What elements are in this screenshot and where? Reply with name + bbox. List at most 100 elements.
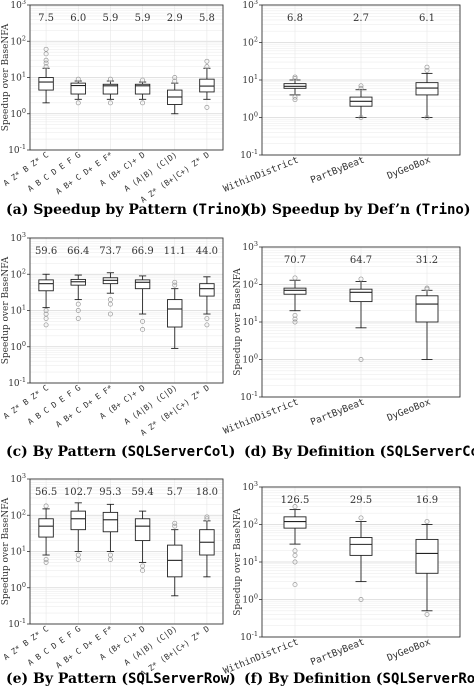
x-tick-label: WithinDistrict: [222, 397, 300, 437]
y-tick-label: 101: [10, 304, 26, 317]
box-2: [415, 519, 439, 617]
caption-engine: SQLServerRow: [128, 671, 230, 687]
box-iqr: [102, 83, 119, 95]
x-tick-label: WithinDistrict: [222, 155, 300, 195]
y-tick-label: 101: [242, 73, 258, 86]
caption-close: ): [228, 444, 236, 460]
y-tick-label: 102: [10, 267, 26, 280]
outlier-point: [204, 316, 210, 321]
median-annotation: 6.8: [287, 13, 303, 24]
box-iqr: [134, 83, 151, 95]
box-3: [134, 275, 151, 332]
caption-engine: SQLServerCol: [127, 444, 229, 460]
outlier-point: [358, 515, 364, 521]
caption-5: (f) By Definition (SQLServerRow): [244, 671, 474, 687]
caption-label: (a) Speedup by Pattern (: [6, 202, 199, 218]
outlier-point: [204, 64, 210, 70]
caption-4: (e) By Pattern (SQLServerRow): [6, 671, 236, 687]
outlier-point: [107, 76, 113, 82]
caption-engine: Trino: [198, 202, 241, 218]
y-axis-label: Speedup over BaseNFA: [1, 23, 11, 131]
outlier-point: [43, 503, 49, 509]
box-iqr: [349, 288, 373, 303]
outlier-point: [424, 115, 430, 120]
y-tick-label: 100: [10, 107, 26, 120]
median-annotation: 5.8: [199, 13, 215, 24]
y-tick-label: 102: [10, 508, 26, 521]
outlier-point: [204, 322, 210, 328]
box-0: [283, 275, 307, 325]
y-tick-label: 101: [242, 315, 258, 328]
y-tick-label: 101: [242, 555, 258, 568]
box-2: [102, 76, 119, 106]
outlier-point: [424, 519, 430, 524]
box-iqr: [167, 544, 183, 578]
y-tick-label: 100: [10, 581, 26, 594]
caption-close: ): [229, 671, 236, 687]
outlier-point: [43, 60, 49, 66]
outlier-point: [75, 301, 81, 307]
y-tick-label: 102: [10, 34, 26, 47]
median-annotation: 5.7: [167, 487, 183, 498]
outlier-point: [43, 57, 49, 63]
y-tick-label: 103: [10, 0, 26, 11]
outlier-point: [358, 357, 364, 362]
x-tick-label: A B+ C D+ E F*: [54, 150, 115, 196]
median-annotation: 73.7: [99, 246, 121, 257]
outlier-point: [358, 597, 364, 602]
plot-frame: [261, 486, 461, 638]
caption-close: ): [240, 202, 248, 218]
y-tick-label: 101: [10, 545, 26, 558]
y-tick-label: 10-1: [240, 148, 258, 161]
box-iqr: [283, 287, 307, 295]
median-annotation: 6.0: [70, 13, 86, 24]
box-2: [415, 64, 439, 120]
outlier-point: [424, 285, 430, 291]
box-iqr: [38, 279, 54, 292]
box-1: [349, 83, 373, 120]
box-2: [102, 503, 119, 562]
median-annotation: 66.9: [131, 246, 153, 257]
box-2: [415, 285, 439, 360]
median-annotation: 16.9: [416, 495, 438, 506]
x-tick-label: PartByBeat: [309, 397, 366, 429]
outlier-point: [204, 104, 210, 110]
outlier-point: [358, 276, 364, 282]
outlier-point: [43, 557, 49, 562]
x-tick-label: DyGeoBox: [386, 154, 433, 181]
box-0: [283, 74, 307, 103]
median-annotation: 31.2: [416, 255, 438, 266]
median-annotation: 126.5: [281, 495, 310, 506]
median-annotation: 44.0: [196, 246, 218, 257]
box-1: [70, 502, 86, 562]
outlier-point: [292, 319, 298, 325]
box-0: [38, 46, 54, 104]
outlier-point: [358, 115, 364, 120]
x-tick-label: DyGeoBox: [386, 396, 433, 423]
outlier-point: [172, 78, 178, 84]
y-tick-label: 102: [242, 278, 258, 291]
outlier-point: [358, 85, 364, 91]
caption-close: ): [463, 202, 471, 218]
y-axis-label: Speedup over BaseNFA: [1, 256, 11, 364]
caption-0: (a) Speedup by Pattern (Trino): [6, 202, 247, 218]
outlier-point: [75, 76, 81, 82]
box-5: [199, 58, 215, 110]
box-5: [199, 276, 215, 328]
box-2: [102, 272, 119, 317]
caption-label: (e) By Pattern (: [6, 671, 128, 687]
box-iqr: [70, 510, 86, 531]
outlier-point: [292, 552, 298, 558]
y-axis-label: Speedup over BaseNFA: [233, 268, 243, 376]
median-annotation: 18.0: [196, 487, 218, 498]
plot-frame: [29, 237, 224, 384]
box-4: [167, 75, 183, 115]
outlier-point: [75, 308, 81, 313]
box-3: [134, 77, 151, 106]
outlier-point: [172, 523, 178, 529]
y-tick-label: 10-1: [8, 617, 26, 630]
outlier-point: [292, 316, 298, 322]
caption-engine: SQLServerRow: [382, 671, 474, 687]
box-iqr: [102, 511, 119, 533]
